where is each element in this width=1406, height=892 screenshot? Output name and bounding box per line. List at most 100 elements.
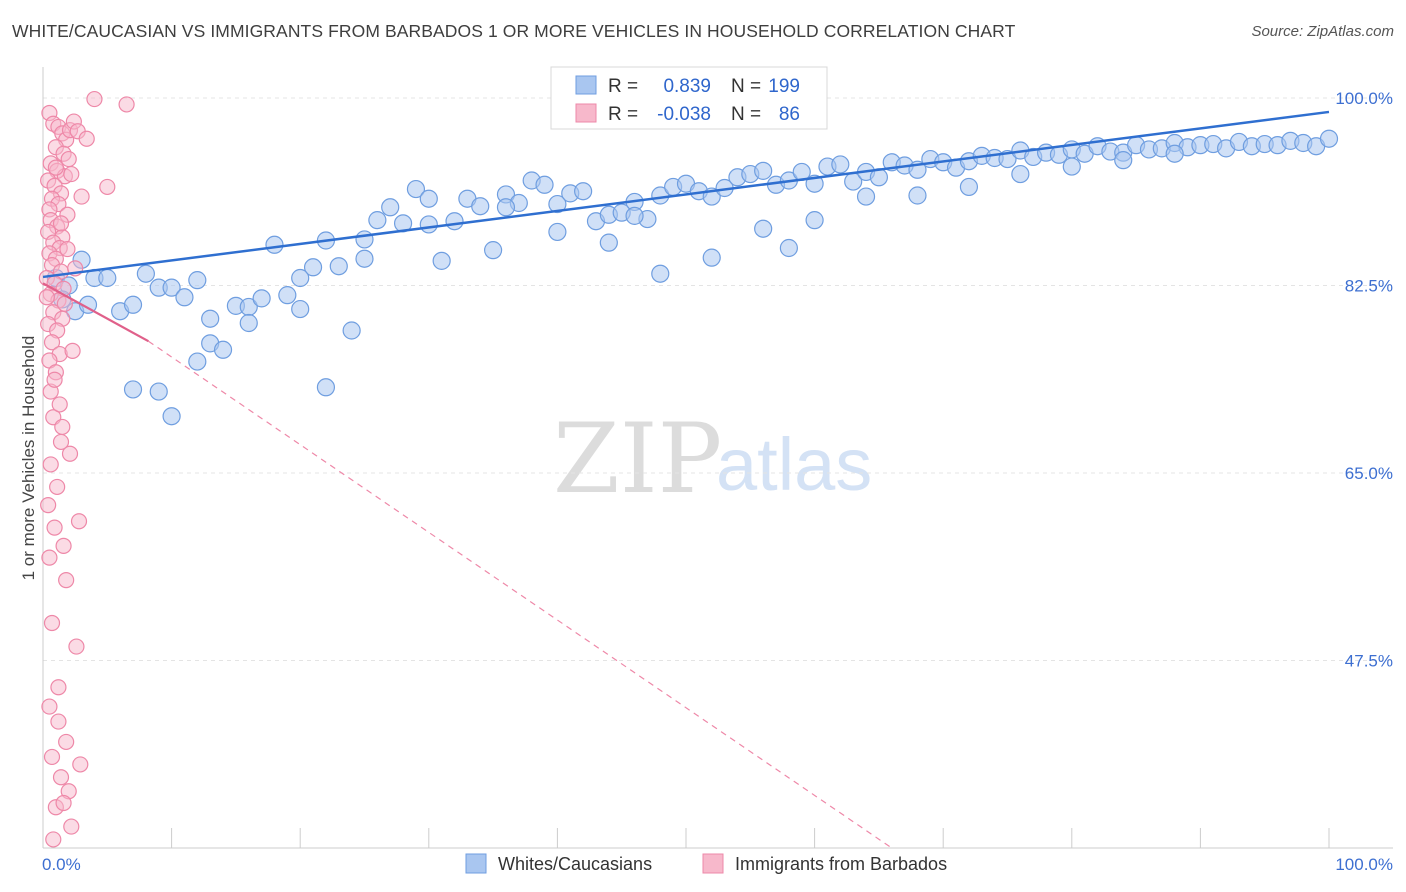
data-point-barbados: [64, 342, 81, 359]
data-point-whites: [432, 251, 451, 270]
legend-n-label: N =: [731, 104, 761, 125]
data-point-barbados: [52, 215, 70, 232]
data-point-whites: [535, 175, 554, 194]
bottom-legend-label-whites: Whites/Caucasians: [498, 854, 652, 874]
data-point-whites: [303, 258, 323, 277]
series-barbados-points: [38, 90, 135, 848]
data-point-whites: [484, 241, 503, 260]
data-point-barbados: [43, 748, 61, 766]
data-point-whites: [123, 380, 143, 399]
data-point-barbados: [46, 371, 63, 388]
data-point-whites: [496, 198, 516, 217]
chart-title: WHITE/CAUCASIAN VS IMMIGRANTS FROM BARBA…: [12, 21, 1016, 41]
source-label: Source: ZipAtlas.com: [1251, 23, 1394, 40]
data-point-barbados: [63, 165, 80, 183]
data-point-whites: [702, 248, 721, 267]
data-point-whites: [548, 194, 567, 214]
data-point-barbados: [63, 818, 80, 835]
data-point-whites: [419, 189, 438, 208]
data-point-barbados: [59, 240, 76, 258]
data-point-whites: [381, 198, 400, 217]
data-point-whites: [316, 378, 336, 397]
data-point-barbados: [61, 445, 79, 462]
data-point-barbados: [70, 513, 88, 530]
data-point-barbados: [72, 756, 89, 773]
data-point-whites: [805, 211, 824, 230]
y-tick-label: 47.5%: [1345, 652, 1393, 671]
legend-swatch-pink: [575, 103, 597, 123]
watermark-atlas: atlas: [716, 423, 872, 506]
data-point-whites: [1319, 129, 1339, 148]
data-point-barbados: [73, 188, 90, 205]
trend-lines: [42, 110, 1330, 849]
data-point-whites: [908, 186, 927, 205]
data-point-barbados: [86, 90, 103, 108]
legend-n-label: N =: [731, 76, 761, 97]
watermark-zip: ZIP: [553, 403, 722, 515]
legend-swatch-blue: [575, 75, 597, 95]
data-point-whites: [291, 299, 310, 319]
legend-r-label: R =: [608, 104, 638, 125]
data-point-barbados: [47, 159, 64, 176]
bottom-legend-swatch-pink: [702, 853, 724, 874]
trend-line-barbados-extended: [148, 340, 893, 849]
data-point-whites: [149, 382, 168, 401]
data-point-whites: [1114, 151, 1133, 170]
bottom-legend-swatch-blue: [465, 853, 487, 874]
data-point-whites: [201, 309, 220, 328]
data-point-barbados: [38, 289, 55, 306]
data-point-whites: [599, 233, 618, 252]
y-tick-labels: 100.0% 82.5% 65.0% 47.5%: [1335, 89, 1393, 671]
data-point-whites: [406, 179, 426, 199]
data-point-whites: [291, 268, 310, 288]
legend-r-value: -0.038: [657, 104, 711, 125]
data-point-whites: [98, 268, 117, 288]
axes: [42, 67, 1393, 849]
data-point-whites: [252, 289, 271, 308]
data-point-barbados: [60, 150, 77, 168]
data-point-barbados: [118, 96, 135, 113]
data-point-whites: [278, 286, 297, 305]
data-point-barbados: [41, 549, 58, 566]
data-point-whites: [123, 295, 143, 314]
data-point-whites: [574, 182, 593, 201]
data-point-barbados: [43, 614, 61, 632]
legend-box: R = 0.839 N = 199 R = -0.038 N = 86: [550, 66, 828, 130]
data-point-whites: [162, 278, 181, 297]
series-whites-points: [46, 129, 1339, 426]
y-axis-title: 1 or more Vehicles in Household: [19, 336, 38, 581]
data-point-whites: [329, 257, 348, 276]
data-point-barbados: [49, 478, 66, 496]
data-point-whites: [355, 249, 374, 268]
data-point-barbados: [78, 130, 95, 147]
data-point-whites: [188, 352, 207, 371]
data-point-whites: [831, 155, 850, 174]
legend-frame: [550, 66, 828, 130]
data-point-barbados: [45, 831, 62, 848]
data-point-whites: [754, 219, 773, 238]
data-point-barbados: [50, 679, 67, 696]
trend-line-whites: [42, 110, 1330, 279]
data-point-whites: [188, 271, 207, 290]
legend-r-value: 0.839: [663, 76, 711, 97]
data-point-whites: [471, 197, 490, 216]
data-point-barbados: [55, 537, 72, 554]
x-tick-label-max: 100.0%: [1335, 855, 1393, 874]
data-point-whites: [368, 211, 387, 230]
data-point-barbados: [52, 769, 70, 786]
data-point-whites: [1165, 144, 1184, 163]
data-point-barbados: [41, 698, 58, 715]
data-point-barbados: [42, 456, 59, 473]
data-point-whites: [548, 222, 567, 242]
data-point-barbados: [43, 334, 61, 351]
data-point-whites: [265, 235, 284, 254]
data-point-whites: [1011, 164, 1030, 184]
legend-n-value: 86: [779, 104, 800, 125]
x-tick-label-min: 0.0%: [42, 855, 81, 874]
data-point-whites: [162, 407, 181, 426]
data-point-barbados: [99, 178, 116, 196]
data-point-whites: [445, 212, 464, 231]
data-point-whites: [136, 264, 155, 283]
data-point-whites: [213, 340, 233, 359]
data-point-whites: [754, 161, 773, 180]
